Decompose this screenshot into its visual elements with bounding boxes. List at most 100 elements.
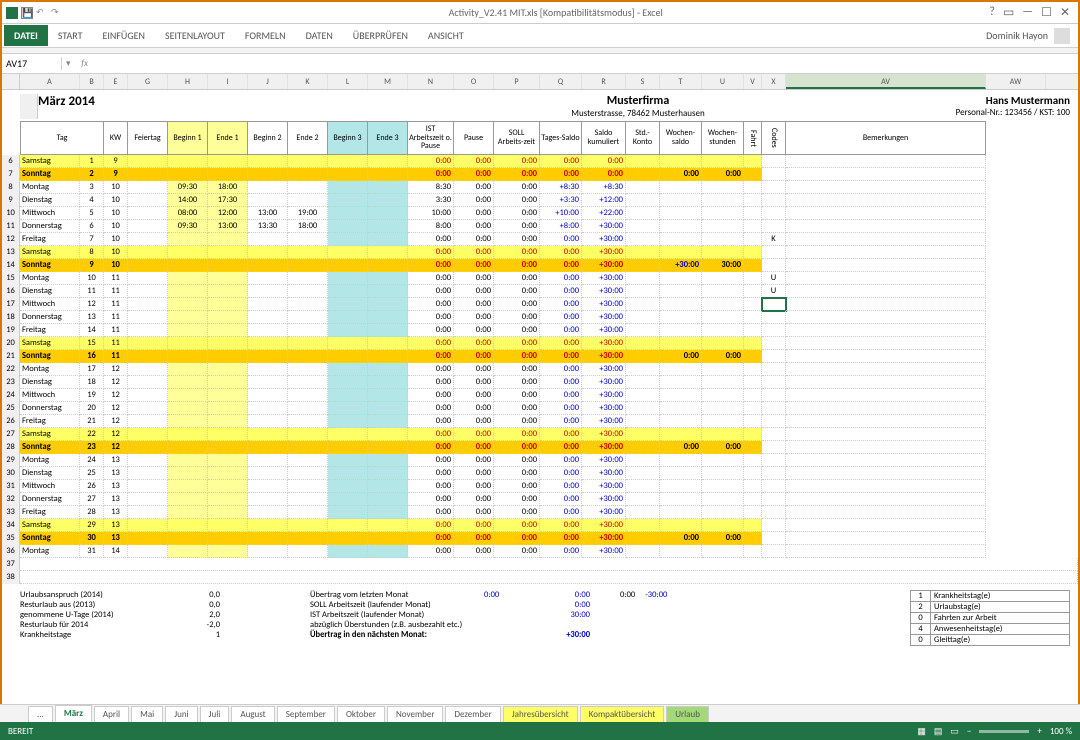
worksheet-grid[interactable]: ABEGHIJKLMNOPQRSTUVXAVAW März 2014 Muste… bbox=[2, 74, 1078, 694]
colhdr-P[interactable]: P bbox=[494, 74, 540, 89]
fx-icon[interactable]: fx bbox=[75, 58, 95, 69]
tab-formeln[interactable]: FORMELN bbox=[235, 25, 296, 46]
colhdr-U[interactable]: U bbox=[702, 74, 744, 89]
zoom-out-icon[interactable]: − bbox=[967, 726, 971, 737]
table-row[interactable]: 15Montag10110:000:000:000:00+30:00U bbox=[2, 272, 1078, 285]
quick-access-toolbar[interactable]: 💾 ↶ ↷ bbox=[2, 7, 122, 19]
table-row[interactable]: 25Donnerstag20120:000:000:000:00+30:00 bbox=[2, 402, 1078, 415]
colhdr-E[interactable]: E bbox=[104, 74, 128, 89]
select-all-corner[interactable] bbox=[2, 74, 20, 89]
table-row[interactable]: 12Freitag7100:000:000:000:00+30:00K bbox=[2, 233, 1078, 246]
table-row[interactable]: 30Dienstag25130:000:000:000:00+30:00 bbox=[2, 467, 1078, 480]
colhdr-X[interactable]: X bbox=[762, 74, 786, 89]
sheet-tab[interactable]: Juni bbox=[165, 706, 197, 722]
maximize-icon[interactable]: ☐ bbox=[1041, 5, 1052, 20]
table-row[interactable]: 23Dienstag18120:000:000:000:00+30:00 bbox=[2, 376, 1078, 389]
close-icon[interactable]: ✕ bbox=[1060, 5, 1070, 20]
table-row[interactable]: 19Freitag14110:000:000:000:00+30:00 bbox=[2, 324, 1078, 337]
name-box[interactable]: AV17 bbox=[2, 57, 62, 70]
namebox-dropdown-icon[interactable]: ▾ bbox=[62, 58, 75, 69]
table-row[interactable]: 13Samstag8100:000:000:000:00+30:00 bbox=[2, 246, 1078, 259]
ribbon-options-icon[interactable]: ▭ bbox=[1003, 5, 1014, 20]
sheet-tab[interactable]: November bbox=[387, 706, 444, 722]
window-title: Activity_V2.41 MIT.xls [Kompatibilitätsm… bbox=[122, 6, 989, 19]
table-row[interactable]: 7Sonntag290:000:000:000:000:000:000:00 bbox=[2, 168, 1078, 181]
sheet-tab[interactable]: Oktober bbox=[337, 706, 385, 722]
table-row[interactable]: 31Mittwoch26130:000:000:000:00+30:00 bbox=[2, 480, 1078, 493]
table-row[interactable]: 26Freitag21120:000:000:000:00+30:00 bbox=[2, 415, 1078, 428]
colhdr-N[interactable]: N bbox=[408, 74, 454, 89]
view-break-icon[interactable]: ▭ bbox=[950, 726, 959, 737]
tab-start[interactable]: START bbox=[48, 25, 93, 46]
table-row[interactable]: 14Sonntag9100:000:000:000:00+30:00+30:00… bbox=[2, 259, 1078, 272]
colhdr-R[interactable]: R bbox=[582, 74, 626, 89]
save-icon[interactable]: 💾 bbox=[21, 7, 33, 19]
sheet-tab[interactable]: März bbox=[55, 705, 92, 722]
sheet-tab[interactable]: Juli bbox=[200, 706, 230, 722]
colhdr-K[interactable]: K bbox=[288, 74, 328, 89]
table-row[interactable]: 29Montag24130:000:000:000:00+30:00 bbox=[2, 454, 1078, 467]
sheet-tab[interactable]: Mai bbox=[131, 706, 163, 722]
colhdr-V[interactable]: V bbox=[744, 74, 762, 89]
colhdr-J[interactable]: J bbox=[248, 74, 288, 89]
table-row[interactable]: 35Sonntag30130:000:000:000:00+30:000:000… bbox=[2, 532, 1078, 545]
tab-ansicht[interactable]: ANSICHT bbox=[418, 25, 474, 46]
table-row[interactable]: 11Donnerstag61009:3013:0013:3018:008:000… bbox=[2, 220, 1078, 233]
table-row[interactable]: 21Sonntag16110:000:000:000:00+30:000:000… bbox=[2, 350, 1078, 363]
zoom-slider[interactable] bbox=[979, 730, 1029, 733]
redo-icon[interactable]: ↷ bbox=[51, 7, 63, 19]
sheet-tab[interactable]: Kompaktübersicht bbox=[580, 706, 665, 722]
sheet-tab[interactable]: September bbox=[277, 706, 335, 722]
table-row[interactable]: 18Donnerstag13110:000:000:000:00+30:00 bbox=[2, 311, 1078, 324]
view-layout-icon[interactable]: ▤ bbox=[934, 726, 943, 737]
hdr-ist: IST Arbeitszeit o. Pause bbox=[408, 121, 454, 155]
minimize-icon[interactable]: — bbox=[1022, 5, 1033, 20]
colhdr-AV[interactable]: AV bbox=[786, 74, 986, 89]
zoom-controls[interactable]: ▦ ▤ ▭ − + 100 % bbox=[917, 726, 1072, 737]
colhdr-T[interactable]: T bbox=[660, 74, 702, 89]
colhdr-L[interactable]: L bbox=[328, 74, 368, 89]
table-row[interactable]: 8Montag31009:3018:008:300:000:00+8:30+8:… bbox=[2, 181, 1078, 194]
help-icon[interactable]: ? bbox=[989, 5, 995, 20]
tab-file[interactable]: DATEI bbox=[4, 25, 48, 46]
colhdr-Q[interactable]: Q bbox=[540, 74, 582, 89]
colhdr-I[interactable]: I bbox=[208, 74, 248, 89]
table-row[interactable]: 10Mittwoch51008:0012:0013:0019:0010:000:… bbox=[2, 207, 1078, 220]
sheet-tab[interactable]: ... bbox=[28, 706, 53, 722]
table-row[interactable]: 24Mittwoch19120:000:000:000:00+30:00 bbox=[2, 389, 1078, 402]
colhdr-G[interactable]: G bbox=[128, 74, 168, 89]
colhdr-O[interactable]: O bbox=[454, 74, 494, 89]
table-row[interactable]: 17Mittwoch12110:000:000:000:00+30:00 bbox=[2, 298, 1078, 311]
table-row[interactable]: 6Samstag190:000:000:000:000:00 bbox=[2, 155, 1078, 168]
colhdr-B[interactable]: B bbox=[80, 74, 104, 89]
colhdr-S[interactable]: S bbox=[626, 74, 660, 89]
colhdr-H[interactable]: H bbox=[168, 74, 208, 89]
tab-einfügen[interactable]: EINFÜGEN bbox=[92, 25, 155, 46]
table-row[interactable]: 22Montag17120:000:000:000:00+30:00 bbox=[2, 363, 1078, 376]
table-row[interactable]: 34Samstag29130:000:000:000:00+30:00 bbox=[2, 519, 1078, 532]
table-row[interactable]: 32Donnerstag27130:000:000:000:00+30:00 bbox=[2, 493, 1078, 506]
tab-daten[interactable]: DATEN bbox=[296, 25, 343, 46]
table-row[interactable]: 20Samstag15110:000:000:000:00+30:00 bbox=[2, 337, 1078, 350]
table-row[interactable]: 33Freitag28130:000:000:000:00+30:00 bbox=[2, 506, 1078, 519]
zoom-in-icon[interactable]: + bbox=[1037, 726, 1041, 737]
table-row[interactable]: 9Dienstag41014:0017:303:300:000:00+3:30+… bbox=[2, 194, 1078, 207]
table-row[interactable]: 28Sonntag23120:000:000:000:00+30:000:000… bbox=[2, 441, 1078, 454]
user-area[interactable]: Dominik Hayon bbox=[986, 28, 1078, 44]
colhdr-AW[interactable]: AW bbox=[986, 74, 1046, 89]
sheet-tab[interactable]: Urlaub bbox=[666, 706, 709, 722]
colhdr-M[interactable]: M bbox=[368, 74, 408, 89]
sheet-tab[interactable]: Dezember bbox=[445, 706, 500, 722]
tab-überprüfen[interactable]: ÜBERPRÜFEN bbox=[343, 25, 418, 46]
tab-seitenlayout[interactable]: SEITENLAYOUT bbox=[155, 25, 235, 46]
table-row[interactable]: 36Montag31140:000:000:000:00+30:00 bbox=[2, 545, 1078, 558]
sheet-tab[interactable]: April bbox=[94, 706, 129, 722]
sheet-tab[interactable]: Jahresübersicht bbox=[503, 706, 578, 722]
table-row[interactable]: 27Samstag22120:000:000:000:00+30:00 bbox=[2, 428, 1078, 441]
table-row[interactable]: 16Dienstag11110:000:000:000:00+30:00U bbox=[2, 285, 1078, 298]
company-block: Musterfirma Musterstrasse, 78462 Musterh… bbox=[418, 94, 858, 119]
sheet-tab[interactable]: August bbox=[231, 706, 274, 722]
colhdr-A[interactable]: A bbox=[20, 74, 80, 89]
view-normal-icon[interactable]: ▦ bbox=[917, 726, 926, 737]
undo-icon[interactable]: ↶ bbox=[36, 7, 48, 19]
